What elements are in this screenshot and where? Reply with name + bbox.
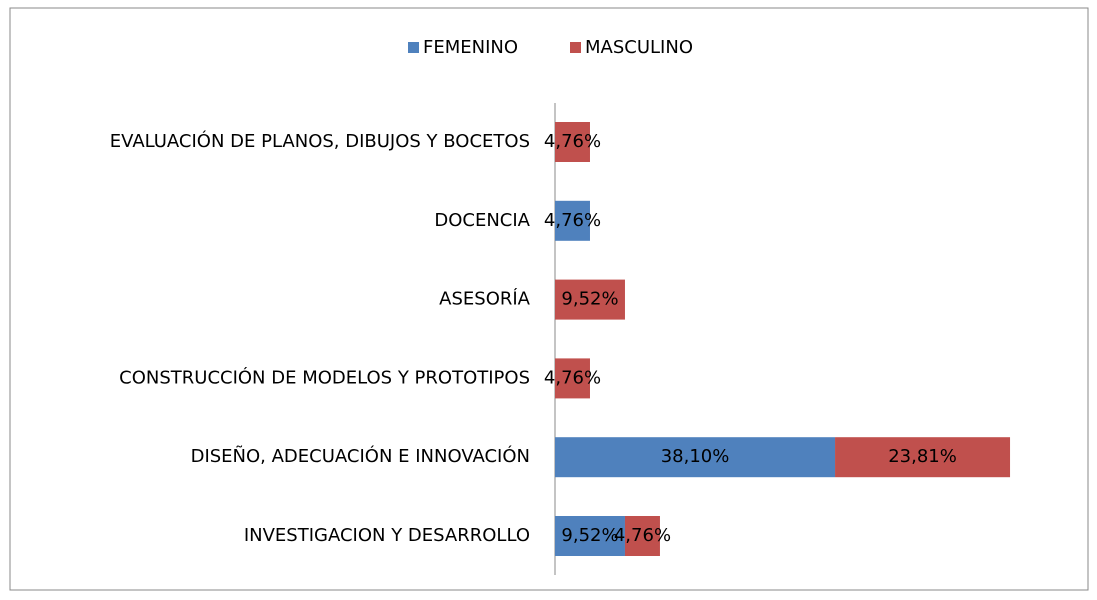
category-label: EVALUACIÓN DE PLANOS, DIBUJOS Y BOCETOS	[110, 130, 530, 152]
data-label: 4,76%	[544, 367, 601, 388]
bar-segment	[555, 279, 625, 320]
legend-swatch	[408, 42, 419, 53]
category-label: ASESORÍA	[439, 288, 531, 310]
data-label: 9,52%	[561, 289, 618, 310]
category-label: CONSTRUCCIÓN DE MODELOS Y PROTOTIPOS	[119, 366, 530, 388]
bar-segment	[555, 437, 836, 478]
data-label: 38,10%	[661, 446, 730, 467]
data-label: 4,76%	[544, 131, 601, 152]
data-label: 23,81%	[888, 446, 957, 467]
category-label: INVESTIGACION Y DESARROLLO	[244, 525, 530, 546]
chart-frame	[9, 7, 1089, 591]
category-label: DISEÑO, ADECUACIÓN E INNOVACIÓN	[191, 445, 530, 467]
category-label: DOCENCIA	[434, 210, 530, 231]
bar-segment	[624, 516, 660, 556]
bar-segment	[555, 200, 590, 241]
data-label: 4,76%	[614, 525, 671, 546]
legend-label: MASCULINO	[585, 37, 693, 58]
bar-segment	[835, 437, 1011, 478]
bar-segment	[555, 122, 590, 162]
data-label: 9,52%	[561, 525, 618, 546]
bar-segment	[555, 358, 590, 399]
legend-label: FEMENINO	[423, 37, 518, 58]
bar-segment	[555, 516, 625, 556]
data-label: 4,76%	[544, 210, 601, 231]
legend-swatch	[570, 42, 581, 53]
